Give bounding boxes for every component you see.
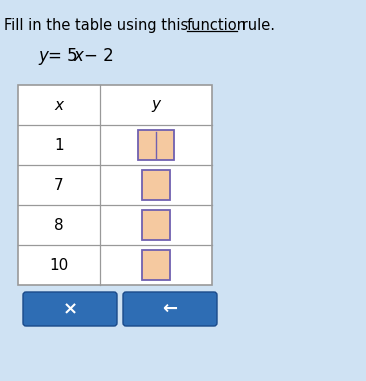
Text: rule.: rule. xyxy=(237,18,275,33)
Text: ←: ← xyxy=(163,300,178,318)
Bar xyxy=(18,85,212,285)
Text: − 2: − 2 xyxy=(84,47,114,65)
Text: x: x xyxy=(55,98,63,112)
Bar xyxy=(142,170,170,200)
Text: 8: 8 xyxy=(54,218,64,232)
FancyBboxPatch shape xyxy=(123,292,217,326)
Text: = 5: = 5 xyxy=(48,47,78,65)
Text: 7: 7 xyxy=(54,178,64,192)
Text: ×: × xyxy=(63,300,78,318)
Text: 1: 1 xyxy=(54,138,64,152)
Text: y: y xyxy=(38,47,48,65)
Bar xyxy=(142,210,170,240)
Bar xyxy=(142,250,170,280)
FancyBboxPatch shape xyxy=(23,292,117,326)
Text: y: y xyxy=(152,98,161,112)
Bar xyxy=(138,130,174,160)
Text: Fill in the table using this: Fill in the table using this xyxy=(4,18,193,33)
Text: function: function xyxy=(187,18,247,33)
Text: x: x xyxy=(73,47,83,65)
Text: 10: 10 xyxy=(49,258,69,272)
